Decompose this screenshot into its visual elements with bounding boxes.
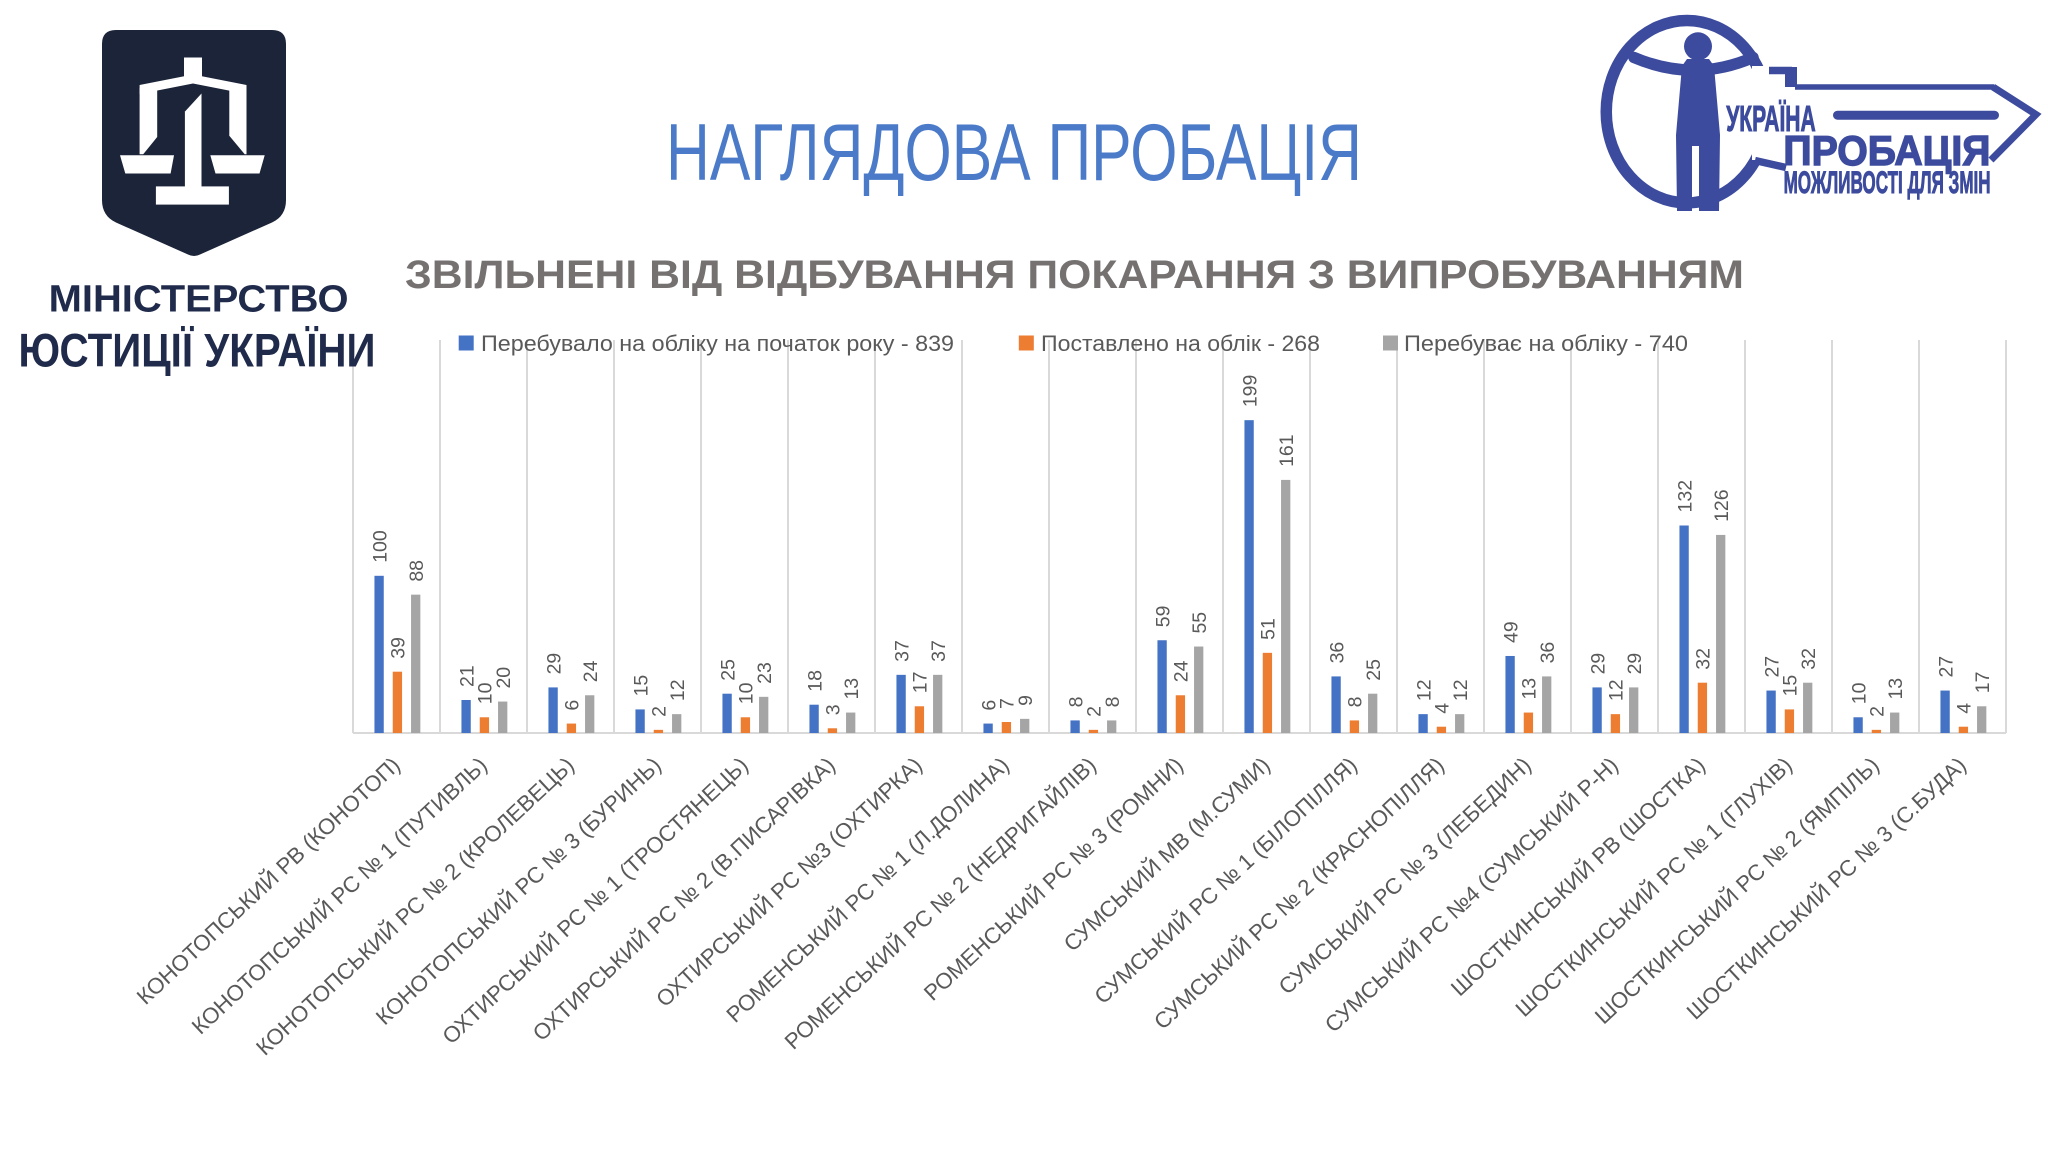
svg-text:Перебуває на обліку - 740: Перебуває на обліку - 740 [1404,331,1688,356]
svg-text:12: 12 [1413,679,1435,701]
svg-text:15: 15 [1780,675,1802,697]
svg-text:21: 21 [456,665,478,687]
svg-text:12: 12 [667,679,689,701]
svg-text:8: 8 [1065,697,1087,708]
svg-text:7: 7 [997,698,1019,709]
svg-text:29: 29 [543,653,565,675]
svg-text:199: 199 [1239,375,1261,408]
svg-text:Поставлено на облік - 268: Поставлено на облік - 268 [1041,331,1320,356]
svg-text:51: 51 [1258,618,1280,640]
svg-text:13: 13 [1519,678,1541,700]
svg-text:Перебувало на обліку на почато: Перебувало на обліку на початок року - 8… [481,331,954,356]
svg-text:17: 17 [1972,672,1994,694]
svg-text:МОЖЛИВОСТІ ДЛЯ ЗМІН: МОЖЛИВОСТІ ДЛЯ ЗМІН [1784,164,1991,200]
svg-text:4: 4 [1954,703,1976,714]
svg-text:2: 2 [1867,706,1889,717]
svg-text:8: 8 [1345,697,1367,708]
svg-text:13: 13 [1885,678,1907,700]
svg-text:24: 24 [580,660,602,682]
svg-text:10: 10 [475,682,497,704]
svg-text:88: 88 [406,560,428,582]
svg-text:ОХТИРСЬКИЙ РС № 1 (ТРОСТЯНЕЦЬ): ОХТИРСЬКИЙ РС № 1 (ТРОСТЯНЕЦЬ) [437,752,752,1049]
svg-text:55: 55 [1189,612,1211,634]
svg-text:27: 27 [1761,656,1783,678]
svg-text:2: 2 [1084,706,1106,717]
svg-text:27: 27 [1935,656,1957,678]
svg-text:6: 6 [978,700,1000,711]
svg-text:3: 3 [823,704,845,715]
svg-text:20: 20 [493,667,515,689]
svg-text:132: 132 [1674,480,1696,513]
svg-text:36: 36 [1326,642,1348,664]
svg-text:2: 2 [649,706,671,717]
svg-text:6: 6 [562,700,584,711]
svg-text:32: 32 [1798,648,1820,670]
svg-text:24: 24 [1171,660,1193,682]
svg-text:12: 12 [1606,679,1628,701]
svg-text:9: 9 [1015,695,1037,706]
svg-text:100: 100 [369,530,391,563]
svg-text:КОНОТОПСЬКИЙ РС № 2 (КРОЛЕВЕЦЬ: КОНОТОПСЬКИЙ РС № 2 (КРОЛЕВЕЦЬ) [251,752,579,1060]
svg-text:25: 25 [1363,659,1385,681]
svg-text:32: 32 [1693,648,1715,670]
svg-text:25: 25 [717,659,739,681]
svg-text:МІНІСТЕРСТВО: МІНІСТЕРСТВО [49,279,349,321]
svg-text:161: 161 [1276,434,1298,467]
svg-text:12: 12 [1450,679,1472,701]
svg-text:23: 23 [754,662,776,684]
svg-text:36: 36 [1537,642,1559,664]
svg-text:4: 4 [1432,703,1454,714]
svg-text:29: 29 [1624,653,1646,675]
svg-text:10: 10 [736,682,758,704]
svg-text:ОХТИРСЬКИЙ РС № 2 (В.ПИСАРІВКА: ОХТИРСЬКИЙ РС № 2 (В.ПИСАРІВКА) [528,752,840,1045]
svg-text:13: 13 [841,678,863,700]
svg-text:126: 126 [1711,489,1733,522]
svg-text:37: 37 [928,640,950,662]
svg-text:15: 15 [630,675,652,697]
svg-text:ЮСТИЦІЇ УКРАЇНИ: ЮСТИЦІЇ УКРАЇНИ [19,324,376,377]
svg-text:НАГЛЯДОВА ПРОБАЦІЯ: НАГЛЯДОВА ПРОБАЦІЯ [666,108,1362,198]
svg-text:17: 17 [910,672,932,694]
svg-text:УКРАЇНА: УКРАЇНА [1726,98,1816,139]
svg-text:37: 37 [891,640,913,662]
svg-text:49: 49 [1500,621,1522,643]
svg-text:10: 10 [1848,682,1870,704]
svg-text:29: 29 [1587,653,1609,675]
svg-text:ПРОБАЦІЯ: ПРОБАЦІЯ [1783,127,1990,174]
svg-text:18: 18 [804,670,826,692]
svg-text:59: 59 [1152,606,1174,628]
svg-text:ЗВІЛЬНЕНІ ВІД ВІДБУВАННЯ ПОКАР: ЗВІЛЬНЕНІ ВІД ВІДБУВАННЯ ПОКАРАННЯ З ВИП… [405,253,1744,297]
svg-text:8: 8 [1102,697,1124,708]
svg-text:РОМЕНСЬКИЙ РС № 2 (НЕДРИГАЙЛІВ: РОМЕНСЬКИЙ РС № 2 (НЕДРИГАЙЛІВ) [780,752,1101,1054]
svg-text:39: 39 [388,637,410,659]
